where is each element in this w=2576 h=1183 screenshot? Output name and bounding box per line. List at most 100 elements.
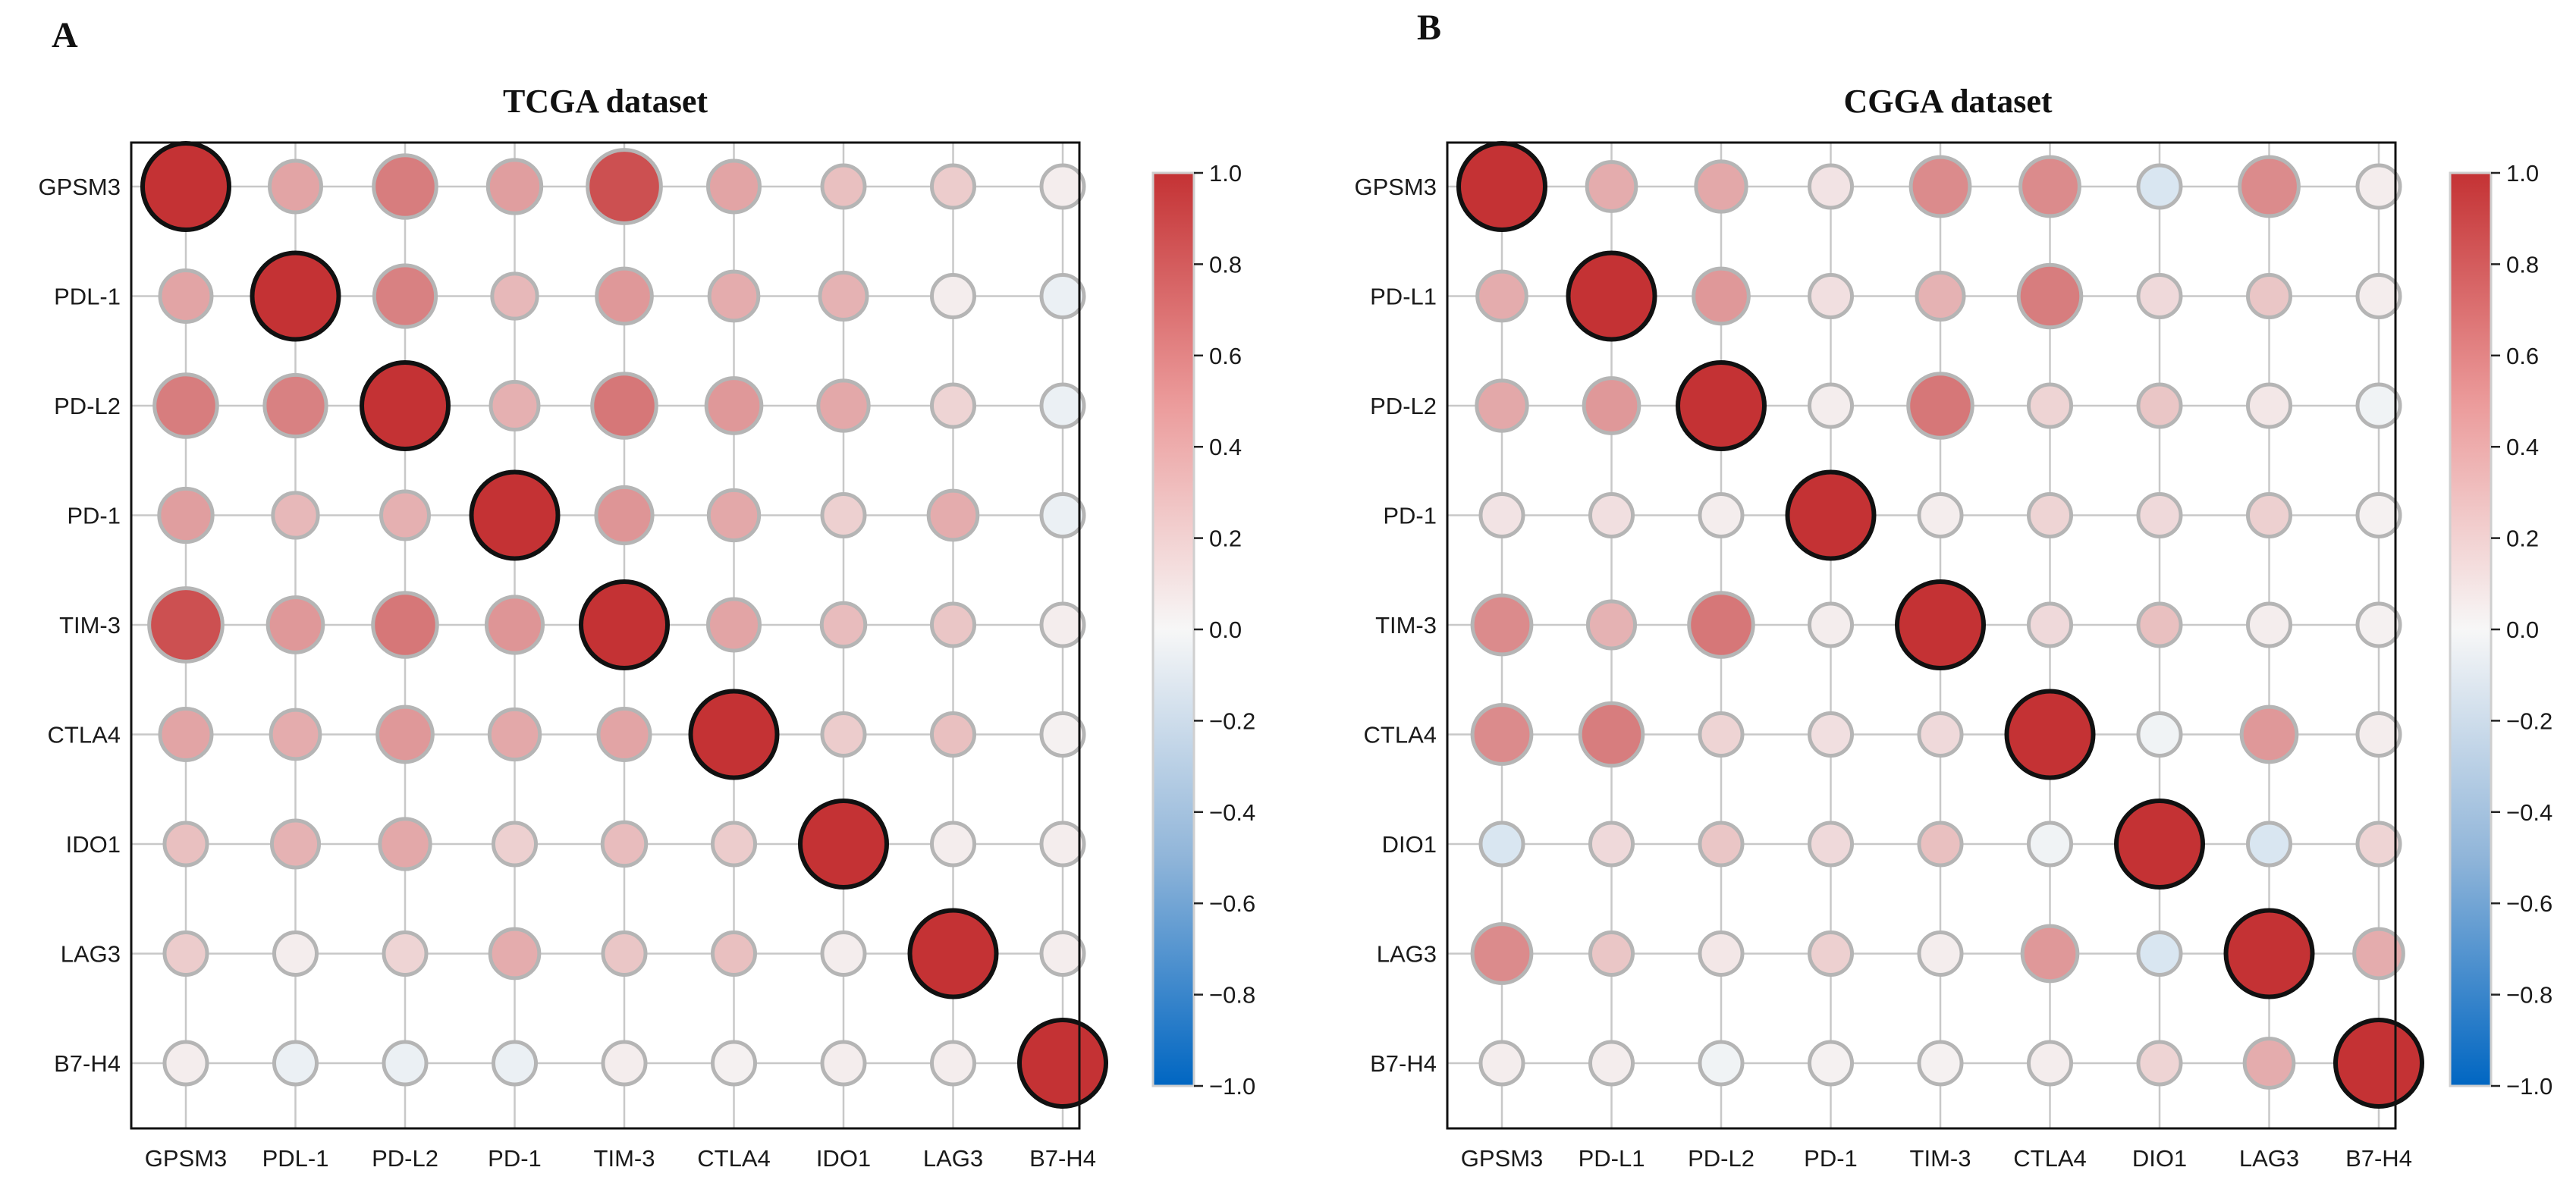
correlation-circle: [1039, 273, 1086, 319]
row-label: PDL-1: [54, 284, 121, 310]
correlation-circle: [2027, 1040, 2073, 1087]
correlation-circle: [158, 268, 214, 324]
correlation-circle: [2238, 155, 2301, 218]
row-label: TIM-3: [1375, 612, 1437, 639]
correlation-circle: [1588, 930, 1635, 977]
colorbar-tick-label: −0.8: [2506, 982, 2552, 1009]
correlation-circle: [816, 378, 871, 433]
correlation-circle: [2355, 601, 2402, 648]
correlation-circle: [488, 927, 542, 981]
colorbar-tick-label: 0.0: [2506, 617, 2539, 643]
row-label: PD-L1: [1370, 284, 1437, 310]
correlation-circle: [2114, 799, 2205, 890]
correlation-circle: [907, 908, 999, 999]
correlation-circle: [1808, 711, 1854, 758]
row-label: CTLA4: [48, 722, 121, 748]
correlation-circle: [2246, 492, 2292, 538]
correlation-circle: [590, 372, 658, 440]
column-label: PD-1: [488, 1145, 542, 1172]
correlation-circle: [1698, 930, 1745, 977]
correlation-circle: [930, 163, 976, 210]
colorbar-tick-label: −0.8: [1209, 982, 1255, 1009]
correlation-circle: [147, 586, 225, 664]
correlation-circle: [1808, 930, 1854, 977]
correlation-circle: [488, 380, 541, 431]
correlation-circle: [1698, 1040, 1745, 1087]
correlation-circle: [1566, 250, 1657, 342]
correlation-circle: [706, 597, 762, 653]
correlation-circle: [1585, 160, 1638, 213]
correlation-circle: [1475, 378, 1529, 433]
colorbar-tick-label: −0.2: [1209, 708, 1255, 734]
correlation-circle: [586, 148, 663, 225]
correlation-circle: [930, 273, 976, 319]
correlation-circle: [250, 250, 341, 342]
correlation-circle: [2355, 711, 2402, 758]
correlation-circle: [375, 704, 435, 764]
correlation-circle: [372, 153, 438, 220]
correlation-circle: [711, 821, 757, 868]
correlation-circle: [1692, 266, 1751, 326]
column-label: LAG3: [2239, 1145, 2299, 1172]
correlation-circle: [492, 821, 538, 868]
correlation-circle: [1475, 269, 1528, 323]
correlation-circle: [1917, 821, 1964, 868]
correlation-circle: [706, 488, 762, 543]
correlation-circle: [707, 269, 761, 323]
correlation-circle: [1588, 492, 1635, 538]
correlation-circle: [930, 1040, 976, 1087]
correlation-circle: [1456, 141, 1547, 232]
row-label: DIO1: [1382, 831, 1437, 858]
correlation-circle: [706, 158, 762, 215]
correlation-circle: [2242, 1037, 2296, 1090]
correlation-circle: [711, 1040, 757, 1087]
correlation-circle: [926, 488, 980, 542]
correlation-circle: [2246, 821, 2292, 868]
correlation-circle: [360, 360, 451, 451]
column-label: DIO1: [2132, 1145, 2187, 1172]
correlation-circle: [1906, 372, 1974, 440]
correlation-circle: [596, 707, 652, 762]
correlation-circle: [1039, 711, 1086, 758]
correlation-circle: [484, 595, 545, 655]
row-label: B7-H4: [54, 1050, 121, 1077]
column-label: GPSM3: [145, 1145, 228, 1172]
correlation-circle: [1582, 376, 1641, 435]
colorbar-tick-label: −1.0: [1209, 1073, 1255, 1100]
plot-frame: [130, 141, 1081, 1130]
correlation-circle: [1908, 155, 1972, 218]
column-label: GPSM3: [1461, 1145, 1544, 1172]
correlation-circle: [600, 820, 649, 868]
correlation-circle: [2027, 492, 2073, 538]
correlation-circle: [1917, 930, 1964, 977]
colorbar-tick-label: 0.6: [1209, 343, 1242, 369]
correlation-circle: [158, 707, 214, 762]
correlation-circle: [2355, 821, 2402, 868]
correlation-circle: [2246, 601, 2292, 648]
column-label: LAG3: [923, 1145, 983, 1172]
correlation-circle: [1039, 601, 1086, 648]
correlation-circle: [382, 930, 429, 977]
correlation-circle: [2239, 704, 2299, 764]
correlation-circle: [930, 382, 976, 429]
correlation-circle: [379, 489, 431, 541]
colorbar-tick-label: −0.6: [2506, 890, 2552, 917]
correlation-circle: [265, 595, 325, 654]
correlation-circle: [1698, 711, 1745, 758]
colorbar: [1151, 171, 1195, 1087]
correlation-circle: [2223, 908, 2315, 999]
column-label: PD-L2: [372, 1145, 438, 1172]
correlation-circle: [819, 601, 868, 649]
row-label: PD-1: [67, 503, 121, 529]
colorbar-tick-label: −0.4: [2506, 799, 2552, 826]
cgga-correlation-panel: CGGA dataset GPSM3 PD-L1 PD-L2 PD-1 TIM-3 CTL…: [1354, 83, 2552, 1172]
correlation-circle: [818, 270, 869, 322]
correlation-circle: [162, 930, 209, 977]
correlation-circle: [1470, 593, 1534, 657]
panel-label-b: B: [1417, 8, 1441, 48]
correlation-circle: [272, 930, 319, 977]
correlation-circle: [2004, 689, 2096, 780]
row-label: PD-L2: [1370, 393, 1437, 419]
correlation-circle: [820, 492, 867, 538]
